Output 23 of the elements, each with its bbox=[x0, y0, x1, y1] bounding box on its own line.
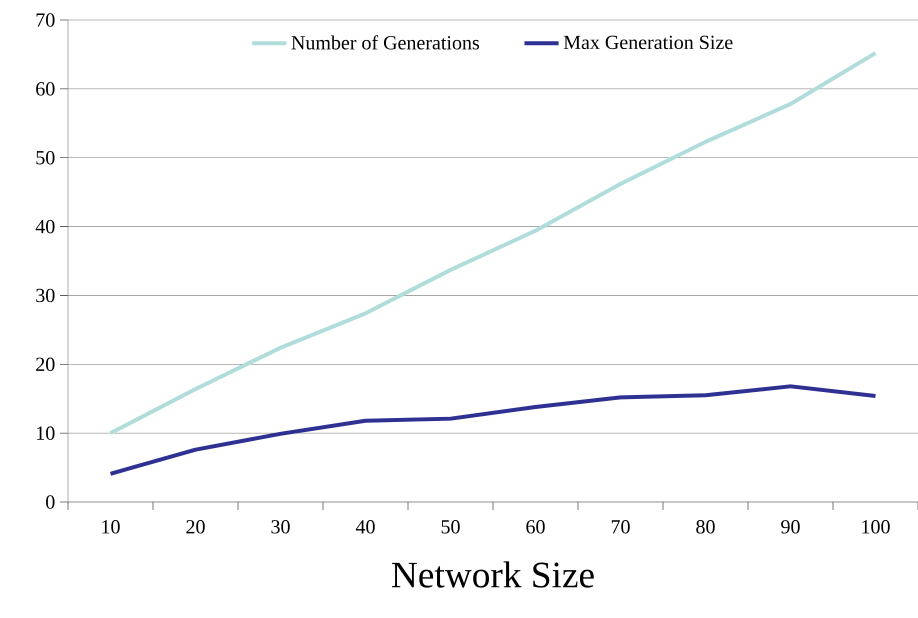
x-axis-title: Network Size bbox=[392, 561, 594, 588]
y-tick-label: 60 bbox=[36, 82, 55, 96]
x-tick-label: 50 bbox=[442, 520, 460, 534]
y-tick-label: 30 bbox=[36, 288, 55, 302]
line-series bbox=[108, 384, 878, 476]
x-tick-label: 90 bbox=[781, 520, 800, 534]
legend-label: Number of Generations bbox=[292, 35, 480, 50]
line-series bbox=[108, 51, 878, 436]
x-tick-label: 40 bbox=[356, 520, 375, 534]
x-tick-label: 30 bbox=[271, 520, 290, 534]
y-tick-label: 0 bbox=[46, 495, 55, 509]
x-tick-label: 70 bbox=[612, 520, 630, 534]
y-tick-label: 70 bbox=[36, 13, 55, 27]
y-tick-label: 10 bbox=[37, 426, 55, 440]
y-tick-label: 40 bbox=[36, 220, 55, 234]
x-tick-label: 60 bbox=[526, 520, 545, 534]
y-tick-label: 20 bbox=[36, 358, 55, 372]
x-tick-label: 100 bbox=[862, 520, 890, 534]
x-tick-label: 80 bbox=[696, 520, 715, 534]
x-tick-label: 10 bbox=[102, 520, 120, 534]
y-tick-label: 50 bbox=[36, 150, 55, 164]
x-tick-label: 20 bbox=[186, 520, 205, 534]
legend-label: Max Generation Size bbox=[564, 36, 732, 50]
